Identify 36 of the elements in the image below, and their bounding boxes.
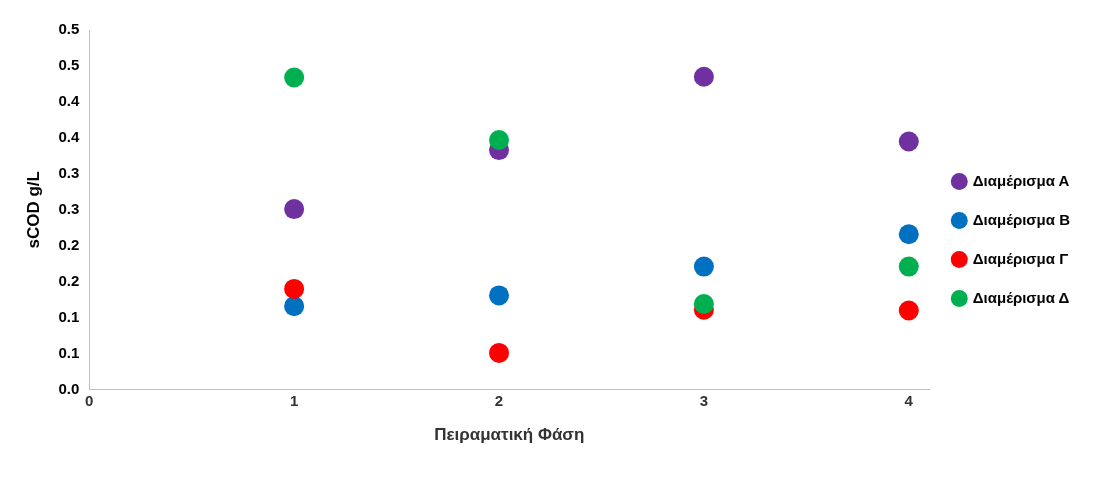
y-tick-label: 0.4 (58, 128, 80, 146)
y-tick-label: 0.2 (58, 271, 80, 289)
point (489, 342, 510, 363)
y-tick-label: 0.1 (58, 343, 80, 361)
x-axis-title: Πειραματική Φάση (434, 425, 585, 445)
y-tick-label: 0.3 (58, 163, 80, 181)
x-tick-label: 2 (494, 391, 504, 409)
point (693, 256, 714, 277)
y-tick-label: 0.5 (58, 56, 80, 74)
point (898, 131, 919, 152)
point (284, 296, 305, 317)
x-tick-label: 4 (904, 391, 914, 409)
y-tick-label: 0.4 (58, 92, 80, 110)
y-tick-label: 0.2 (58, 235, 80, 253)
point (284, 199, 305, 220)
y-axis-title: sCOD g/L (23, 171, 43, 249)
point (284, 67, 305, 88)
point (693, 294, 714, 315)
y-tick-label: 0.0 (58, 379, 80, 397)
y-tick-label: 0.3 (58, 199, 80, 217)
legend-label: Διαμέρισμα Β (972, 210, 1071, 228)
point (284, 278, 305, 299)
point (489, 285, 510, 306)
y-tick-label: 0.5 (58, 20, 80, 38)
point (898, 224, 919, 245)
x-tick-label: 3 (699, 391, 709, 409)
point (898, 256, 919, 277)
legend-label: Διαμέρισμα Γ (972, 249, 1069, 267)
x-tick-label: 0 (85, 391, 94, 409)
point (693, 66, 714, 87)
y-tick-label: 0.1 (58, 307, 80, 325)
point (489, 130, 510, 151)
point (898, 300, 919, 321)
legend-label: Διαμέρισμα Α (972, 171, 1070, 189)
x-tick-label: 1 (289, 391, 299, 409)
legend-label: Διαμέρισμα Δ (972, 288, 1070, 306)
